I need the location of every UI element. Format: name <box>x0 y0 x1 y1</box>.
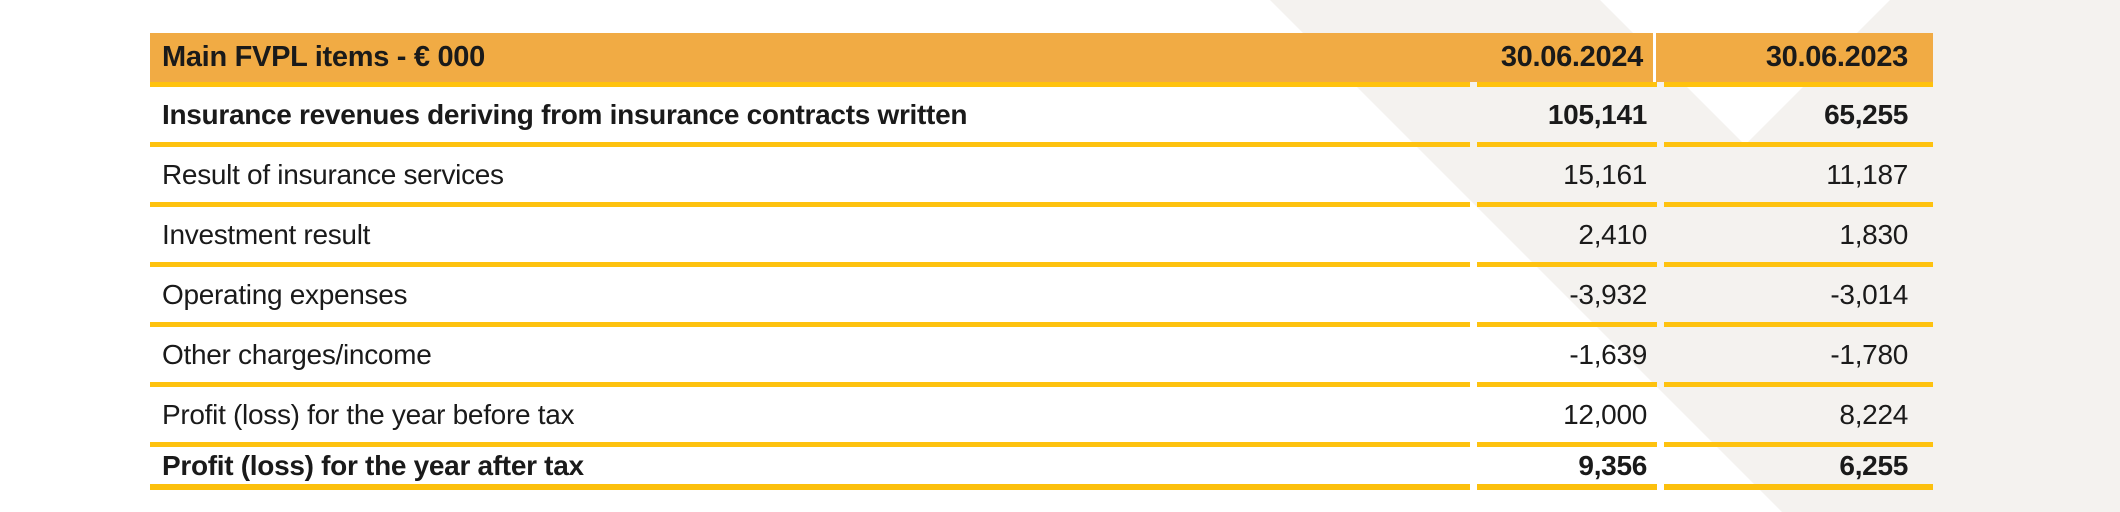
row-label: Operating expenses <box>150 267 1470 327</box>
table-row: Profit (loss) for the year before tax 12… <box>150 387 1933 447</box>
row-value-2023: -3,014 <box>1664 267 1933 327</box>
row-value-2023: 65,255 <box>1664 87 1933 147</box>
row-label: Investment result <box>150 207 1470 267</box>
table-header-right-group: 30.06.2023 <box>1656 33 1933 82</box>
column-header-2023: 30.06.2023 <box>1765 41 1908 73</box>
table-row: Profit (loss) for the year after tax 9,3… <box>150 447 1933 490</box>
table-header-row: Main FVPL items - € 000 30.06.2024 30.06… <box>150 33 1933 82</box>
table-row: Insurance revenues deriving from insuran… <box>150 87 1933 147</box>
table-header-left-group: Main FVPL items - € 000 30.06.2024 <box>150 33 1653 82</box>
table-row: Operating expenses -3,932 -3,014 <box>150 267 1933 327</box>
column-header-2024: 30.06.2024 <box>1500 41 1643 73</box>
fvpl-table: Main FVPL items - € 000 30.06.2024 30.06… <box>150 33 1933 490</box>
row-value-2023: 11,187 <box>1664 147 1933 207</box>
row-value-2023: -1,780 <box>1664 327 1933 387</box>
row-value-2024: 12,000 <box>1477 387 1657 447</box>
row-label: Insurance revenues deriving from insuran… <box>150 87 1470 147</box>
table-title: Main FVPL items - € 000 <box>162 41 485 73</box>
row-value-2023: 8,224 <box>1664 387 1933 447</box>
table-row: Investment result 2,410 1,830 <box>150 207 1933 267</box>
header-column-divider <box>1653 33 1656 82</box>
row-value-2024: 15,161 <box>1477 147 1657 207</box>
watermark-diamond <box>1683 0 2120 512</box>
row-value-2024: 9,356 <box>1477 447 1657 490</box>
row-label: Other charges/income <box>150 327 1470 387</box>
table-row: Result of insurance services 15,161 11,1… <box>150 147 1933 207</box>
row-value-2023: 1,830 <box>1664 207 1933 267</box>
row-value-2024: 105,141 <box>1477 87 1657 147</box>
row-label: Result of insurance services <box>150 147 1470 207</box>
row-label: Profit (loss) for the year before tax <box>150 387 1470 447</box>
header-underline <box>150 82 1933 87</box>
row-value-2024: -1,639 <box>1477 327 1657 387</box>
row-label: Profit (loss) for the year after tax <box>150 447 1470 490</box>
row-value-2023: 6,255 <box>1664 447 1933 490</box>
row-value-2024: 2,410 <box>1477 207 1657 267</box>
table-row: Other charges/income -1,639 -1,780 <box>150 327 1933 387</box>
row-value-2024: -3,932 <box>1477 267 1657 327</box>
